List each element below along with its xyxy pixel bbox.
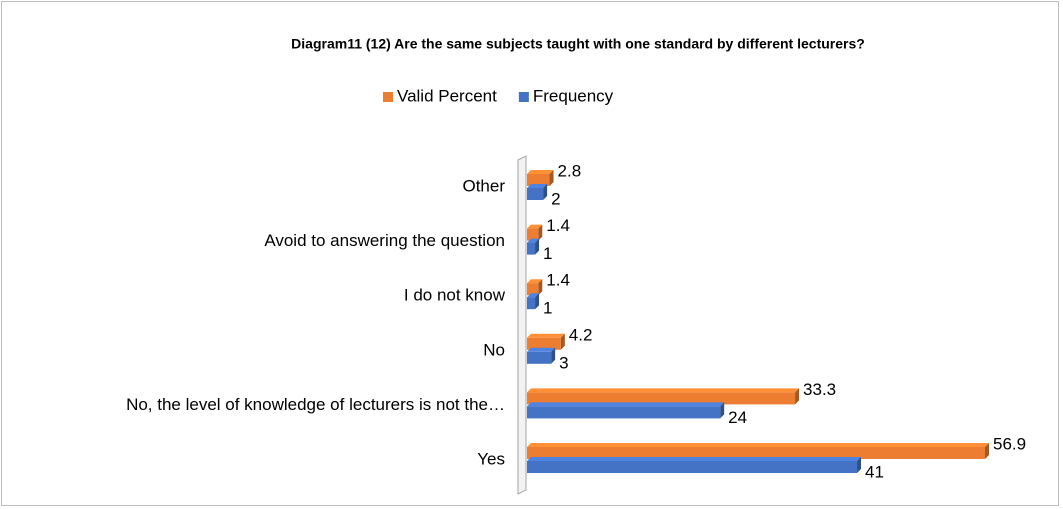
bar (527, 283, 539, 296)
bar-top (527, 279, 543, 284)
bar-top (527, 184, 548, 188)
bar-top (527, 224, 543, 229)
bar-top (527, 170, 554, 174)
bar-side (795, 388, 800, 405)
y-tick-label: Yes (477, 449, 505, 468)
bar (527, 447, 985, 459)
bar (527, 461, 858, 473)
bar-side (560, 333, 565, 350)
bar (527, 337, 561, 350)
legend-label: Valid Percent (397, 86, 497, 105)
bar (527, 242, 536, 255)
data-label: 3 (559, 353, 568, 372)
bar (527, 188, 544, 200)
data-label: 41 (865, 462, 884, 481)
bar-top (527, 293, 540, 298)
bar (527, 297, 536, 310)
data-label: 2 (551, 189, 560, 208)
y-tick-label: No (483, 340, 505, 359)
data-label: 1.4 (546, 216, 570, 235)
bar-side (985, 443, 989, 459)
bar (527, 351, 552, 364)
bar-side (535, 238, 540, 255)
data-label: 24 (728, 408, 747, 427)
bar-top (527, 333, 565, 338)
y-tick-label: Other (462, 176, 505, 195)
data-label: 4.2 (569, 325, 593, 344)
bar (527, 406, 721, 419)
bar (527, 228, 539, 241)
bar-side (551, 347, 556, 364)
legend-swatch (383, 92, 393, 102)
legend-label: Frequency (533, 86, 614, 105)
bar-top (527, 347, 556, 352)
data-label: 1 (543, 299, 552, 318)
legend-swatch (518, 92, 529, 102)
bar (527, 392, 796, 405)
bar-side (538, 279, 543, 296)
y-tick-label: I do not know (404, 286, 506, 305)
data-label: 1 (543, 244, 552, 263)
y-tick-label: No, the level of knowledge of lecturers … (126, 395, 505, 414)
bar-top (527, 388, 800, 393)
bar-side (857, 457, 862, 473)
y-tick-label: Avoid to answering the question (264, 231, 505, 250)
bar-side (543, 184, 548, 200)
data-label: 56.9 (993, 434, 1026, 453)
bar-top (527, 238, 540, 243)
bar-side (538, 224, 543, 241)
bar (527, 174, 550, 186)
bar-side (535, 293, 540, 310)
bar-side (549, 170, 554, 186)
bar-top (527, 457, 862, 461)
data-label: 2.8 (558, 161, 582, 180)
data-label: 33.3 (803, 380, 836, 399)
axis-wall (517, 155, 527, 495)
chart-title: Diagram11 (12) Are the same subjects tau… (291, 36, 865, 52)
bar-side (720, 402, 725, 419)
bar-top (527, 443, 989, 447)
bar-top (527, 402, 725, 407)
data-label: 1.4 (546, 271, 570, 290)
